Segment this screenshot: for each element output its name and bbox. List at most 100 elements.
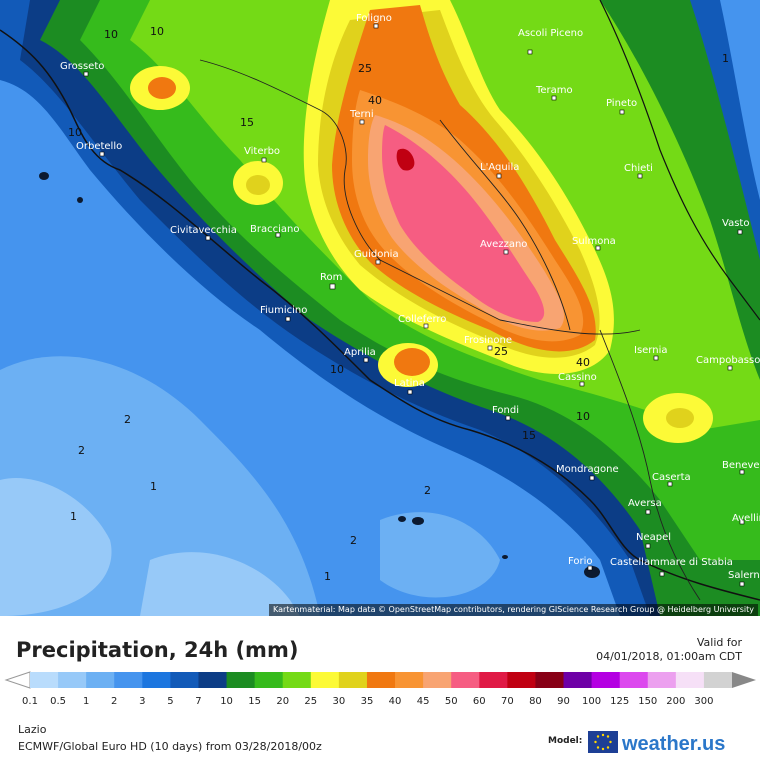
legend-swatch (198, 672, 228, 688)
legend-tick-label: 200 (666, 696, 685, 707)
city-label-chieti: Chieti (624, 163, 653, 174)
legend-tick-label: 0.1 (22, 696, 38, 707)
legend-tick-label: 25 (304, 696, 317, 707)
isoline-label: 25 (358, 62, 372, 75)
legend-swatch (591, 672, 621, 688)
isoline-label: 1 (70, 510, 77, 523)
city-label-benevento: Benevento (722, 460, 760, 471)
city-label-avellino: Avellino (732, 513, 760, 524)
legend-swatch (254, 672, 284, 688)
rain-zone-very-light-blue-2 (140, 552, 300, 616)
isoline-label: 1 (324, 570, 331, 583)
legend-tick-label: 125 (610, 696, 629, 707)
city-label-teramo: Teramo (535, 85, 573, 96)
legend-swatch (395, 672, 424, 688)
legend-swatch (563, 672, 593, 688)
legend-tick-label: 30 (333, 696, 346, 707)
legend-swatch (366, 672, 396, 688)
city-label-salerno: Salerno (728, 570, 760, 581)
legend-swatch (226, 672, 256, 688)
city-label-neapel: Neapel (636, 532, 671, 543)
adriatic-coastline (599, 0, 760, 321)
city-label-ascoli-piceno: Ascoli Piceno (518, 28, 583, 39)
legend-swatch (423, 672, 452, 688)
city-label-aversa: Aversa (628, 498, 662, 509)
isoline-label: 10 (330, 363, 344, 376)
city-label-frosinone: Frosinone (464, 335, 512, 346)
legend-tick-label: 50 (445, 696, 458, 707)
city-label-mondragone: Mondragone (556, 464, 619, 475)
legend-tick-label: 35 (361, 696, 374, 707)
legend-arrow-right (732, 672, 756, 688)
legend-swatch (507, 672, 536, 688)
city-label-grosseto: Grosseto (60, 61, 104, 72)
adriatic-sea-2 (720, 0, 760, 200)
region-border-2 (439, 119, 571, 331)
isoline-label: 2 (78, 444, 85, 457)
rain-blob-viterbo-core (246, 175, 270, 195)
city-label-guidonia: Guidonia (354, 249, 399, 260)
city-labels: Foligno Ascoli Piceno Grosseto Teramo Pi… (60, 13, 760, 587)
legend-tick-label: 100 (582, 696, 601, 707)
isoline-label: 2 (350, 534, 357, 547)
legend-title: Precipitation, 24h (mm) (16, 638, 299, 662)
rain-blob-orange-grosseto (148, 77, 176, 99)
legend-tick-label: 45 (417, 696, 430, 707)
city-label-castellammare: Castellammare di Stabia (610, 557, 733, 568)
city-label-bracciano: Bracciano (250, 224, 299, 235)
island-ponza (412, 517, 424, 525)
legend-tick-label: 300 (694, 696, 713, 707)
valid-time-block: Valid for 04/01/2018, 01:00am CDT (596, 636, 742, 664)
island (77, 197, 83, 203)
isoline-label: 15 (522, 429, 536, 442)
city-label-fondi: Fondi (492, 405, 519, 416)
isoline-label: 1 (722, 52, 729, 65)
legend-tick-label: 80 (529, 696, 542, 707)
legend-tick-label: 1 (83, 696, 89, 707)
city-label-campobasso: Campobasso (696, 355, 760, 366)
isoline-label: 10 (104, 28, 118, 41)
city-label-fiumicino: Fiumicino (260, 305, 307, 316)
legend-swatch (338, 672, 368, 688)
valid-time: 04/01/2018, 01:00am CDT (596, 650, 742, 663)
legend-swatch (30, 672, 59, 688)
legend-tick-label: 2 (111, 696, 117, 707)
isoline-label: 2 (424, 484, 431, 497)
region-border-3 (599, 329, 701, 601)
isoline-label: 1 (150, 480, 157, 493)
legend-colorbar: 0.1 0.5 1 2 3 5 7 10 15 20 25 30 35 40 45 50 60 70 80 90 100… (4, 671, 756, 707)
weather-us-logo[interactable]: weather.us (588, 728, 748, 756)
isoline-label: 10 (576, 410, 590, 423)
city-label-civitavecchia: Civitavecchia (170, 225, 237, 236)
map-attribution: Kartenmaterial: Map data © OpenStreetMap… (268, 604, 758, 616)
rain-zone-very-light-blue (0, 478, 112, 616)
city-label-terni: Terni (349, 109, 374, 120)
legend-tick-label: 0.5 (50, 696, 66, 707)
legend-tick-label: 70 (501, 696, 514, 707)
legend-tick-label: 40 (389, 696, 402, 707)
region-border (199, 59, 641, 335)
city-label-pineto: Pineto (606, 98, 637, 109)
rain-blob-east-core (666, 408, 694, 428)
legend-swatch (535, 672, 565, 688)
eu-flag-icon (588, 731, 618, 753)
legend-arrow-left (4, 671, 31, 689)
legend-swatch (142, 672, 171, 688)
model-label: Model: (548, 736, 583, 746)
eu-stars-icon (594, 733, 612, 751)
city-label-colleferro: Colleferro (398, 314, 446, 325)
legend-swatch (619, 672, 649, 688)
legend-tick-label: 20 (276, 696, 289, 707)
city-label-latina: Latina (394, 378, 425, 389)
legend-swatch (451, 672, 480, 688)
legend-swatch (58, 672, 87, 688)
isoline-label: 15 (240, 116, 254, 129)
legend-swatch (86, 672, 115, 688)
legend-swatch (479, 672, 508, 688)
city-label-vasto: Vasto (722, 218, 749, 229)
legend-swatch (675, 672, 705, 688)
legend-swatch (647, 672, 677, 688)
legend-swatch (170, 672, 199, 688)
valid-label: Valid for (696, 636, 742, 649)
rain-zone-light-blue-2 (380, 512, 500, 598)
